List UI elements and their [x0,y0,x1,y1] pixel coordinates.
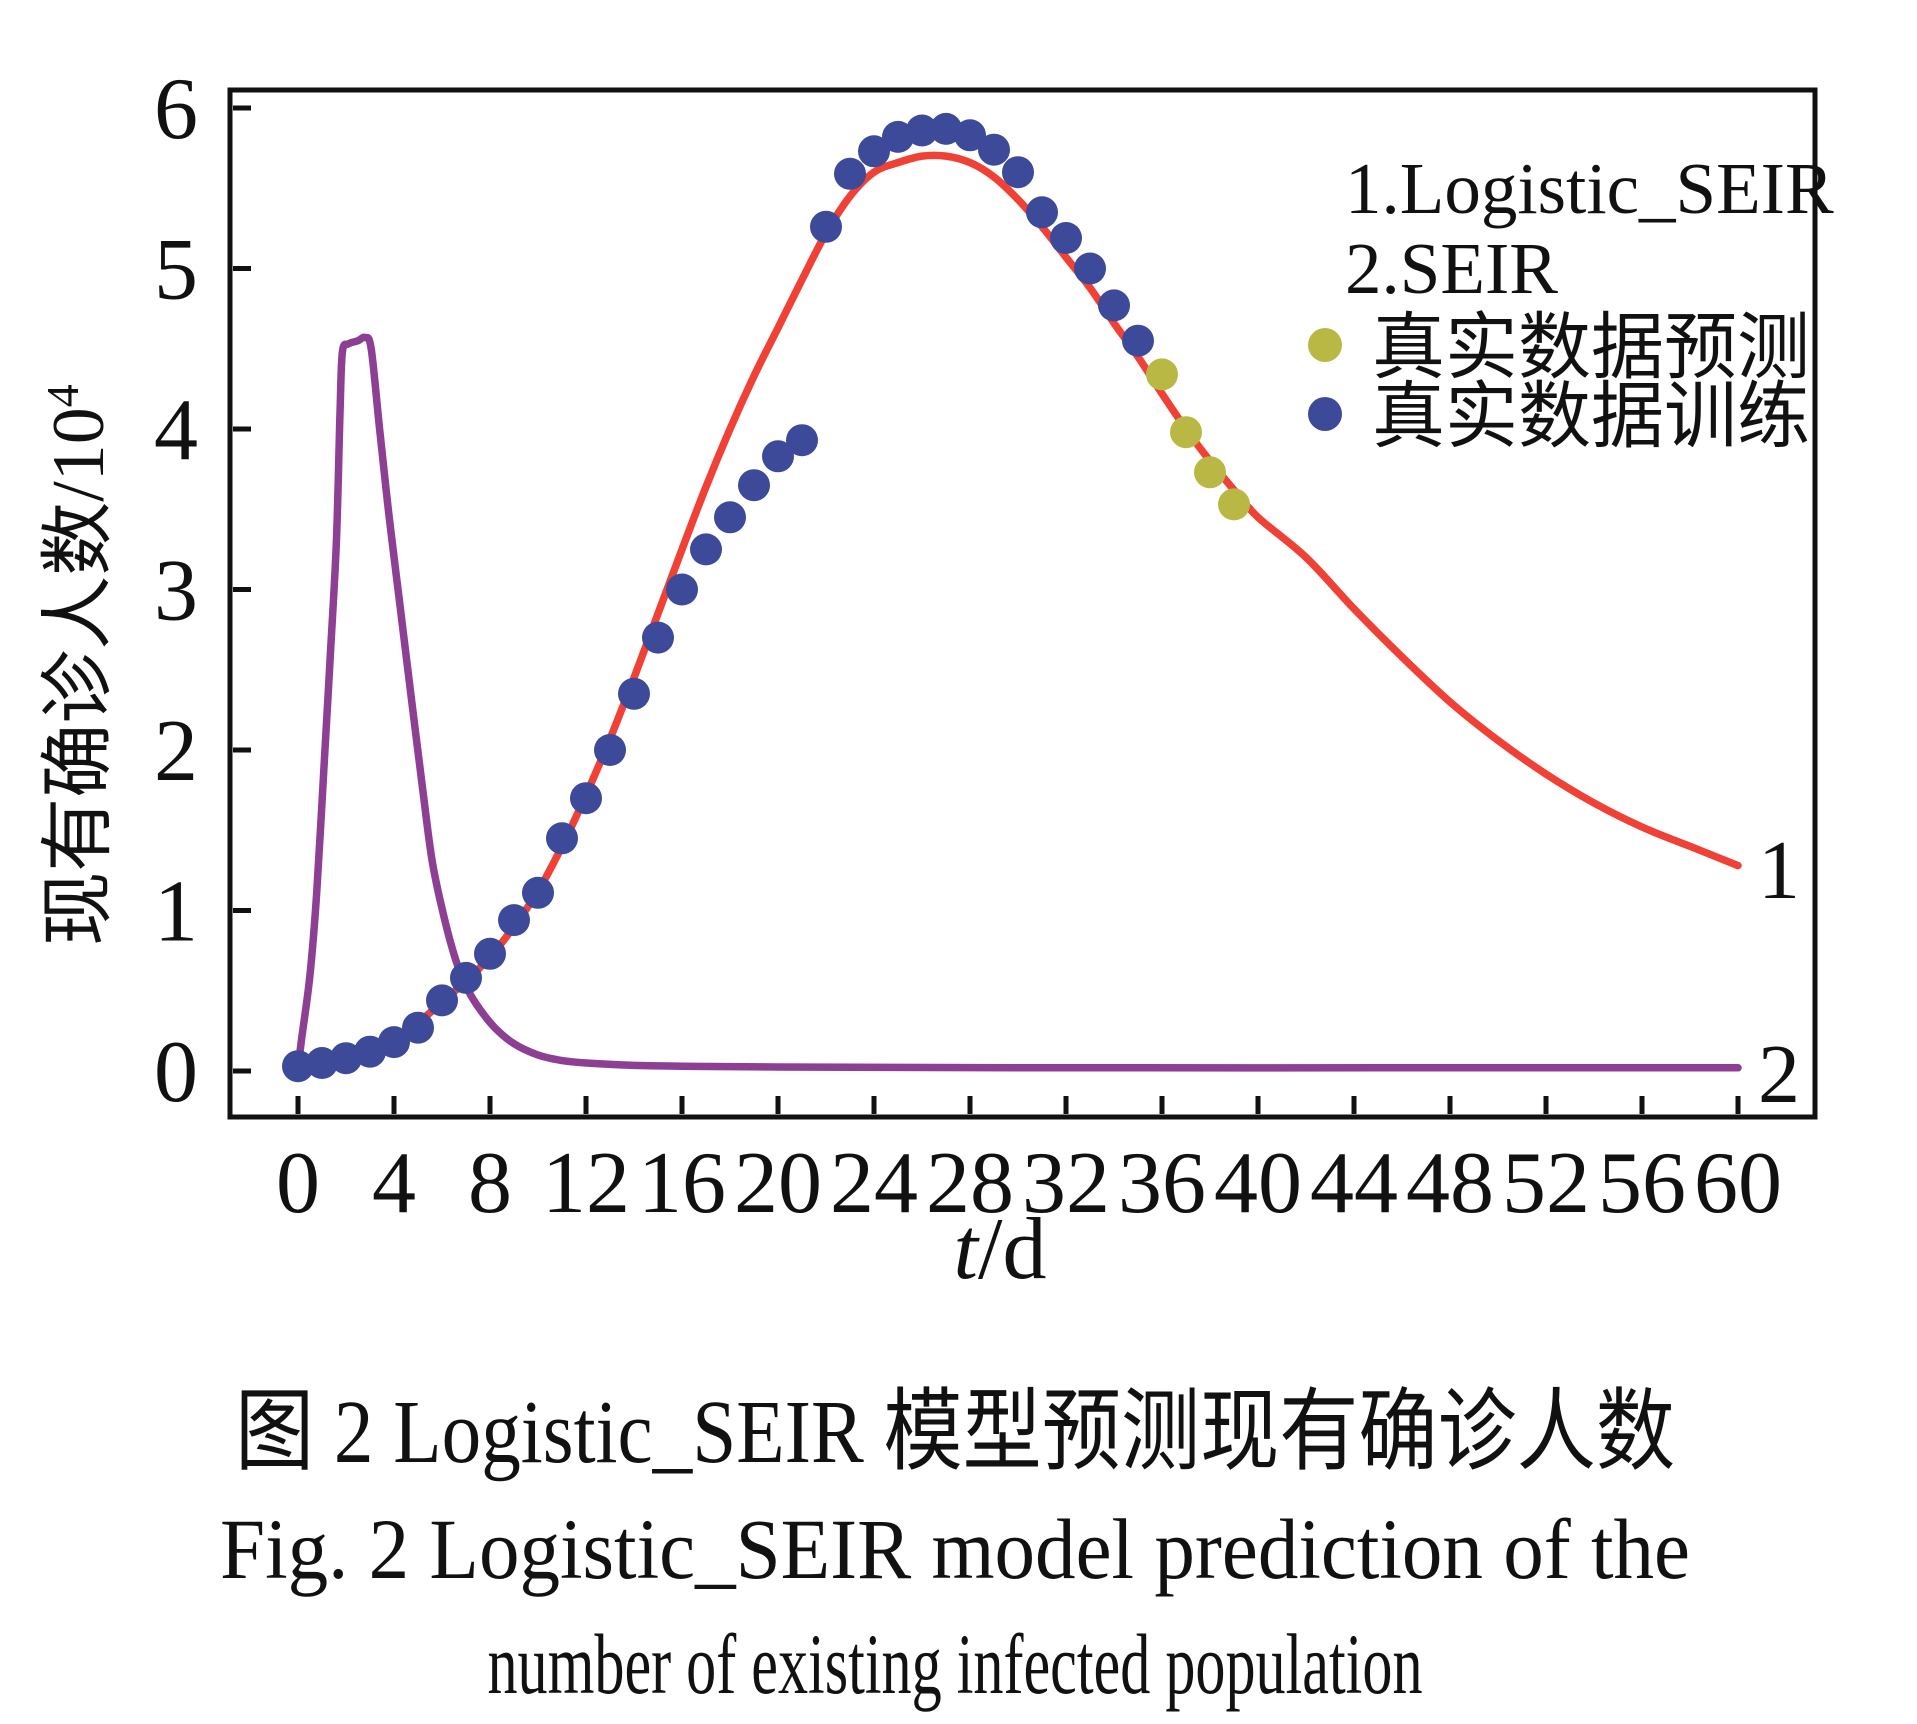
x-tick-label: 60 [1694,1135,1782,1232]
y-tick-label: 5 [154,222,198,319]
plot-border [227,87,1818,1120]
curve-label-seir: 2 [1758,1028,1800,1121]
y-tick-label: 2 [154,703,198,800]
training-dot [1074,252,1106,285]
training-dot [330,1042,362,1075]
training-dot [378,1026,410,1059]
x-tick-label: 16 [638,1135,726,1232]
training-dot [1002,156,1034,189]
x-tick-label: 48 [1406,1135,1494,1232]
legend-item-logistic-seir: 1.Logistic_SEIR [1345,148,1834,229]
curve-label-logistic-seir: 1 [1758,824,1800,917]
training-dot [1026,196,1058,229]
y-tick-label: 3 [154,543,198,640]
training-dot [738,469,770,502]
training-dot [474,937,506,970]
data-points [282,112,1250,1083]
training-dot [858,135,890,168]
training-dot [354,1035,386,1068]
y-tick-label: 1 [154,864,198,961]
training-dot [762,440,794,473]
training-dot [834,157,866,190]
x-tick-label: 20 [734,1135,822,1232]
prediction-dot [1146,358,1178,391]
x-tick-label: 12 [542,1135,630,1232]
y-tick-label: 6 [154,61,198,158]
seir-curve [294,333,1742,1072]
x-tick-label: 8 [468,1135,512,1232]
y-axis-title-main: 现有确诊人数/10 [38,407,120,946]
legend-item-seir: 2.SEIR [1345,228,1558,309]
training-dot [882,120,914,153]
legend: 1.Logistic_SEIR 2.SEIR 真实数据预测 真实数据训练 [1308,148,1834,457]
training-dot [906,114,938,147]
training-dot [498,904,530,937]
training-dot [618,677,650,710]
training-dot [930,112,962,145]
x-tick-label: 44 [1310,1135,1398,1232]
caption-english-line1: Fig. 2 Logistic_SEIR model prediction of… [220,1501,1690,1597]
training-dot [282,1050,314,1083]
prediction-dot [1170,416,1202,449]
training-dot [1098,289,1130,322]
y-tick-label: 0 [154,1024,198,1121]
training-dot [978,133,1010,166]
prediction-dot [1194,456,1226,489]
x-tick-label: 24 [830,1135,918,1232]
training-dot [450,961,482,994]
training-dot [402,1011,434,1044]
training-dot [522,876,554,909]
y-axis-title-superscript: 4 [37,384,88,407]
training-dot [546,822,578,855]
training-dot [666,573,698,606]
x-tick-label: 40 [1214,1135,1302,1232]
training-dot [426,984,458,1017]
x-tick-label: 32 [1022,1135,1110,1232]
x-axis-unit: /d [978,1201,1046,1298]
training-dot [714,501,746,534]
legend-item-training: 真实数据训练 [1372,376,1810,457]
training-dot [570,782,602,815]
legend-marker-prediction-dot [1308,328,1342,362]
x-tick-label: 28 [926,1135,1014,1232]
legend-item-prediction: 真实数据预测 [1372,307,1810,388]
training-dot [594,734,626,766]
training-dot [306,1047,338,1079]
y-axis-title: 现有确诊人数/104 [37,384,121,946]
training-dot [690,533,722,566]
x-tick-label: 0 [276,1135,320,1232]
training-dot [786,424,818,457]
x-axis-variable: t [954,1201,981,1298]
caption-chinese: 图 2 Logistic_SEIR 模型预测现有确诊人数 [235,1383,1675,1482]
x-tick-label: 4 [372,1135,416,1232]
training-dot [642,621,674,654]
training-dot [954,119,986,152]
prediction-dot [1218,488,1250,521]
training-dot [1050,222,1082,254]
training-dot [1122,324,1154,357]
x-tick-label: 36 [1118,1135,1206,1232]
y-tick-label: 4 [154,382,198,479]
x-tick-label: 56 [1598,1135,1686,1232]
caption-english-line2: number of existing infected population [488,1616,1423,1712]
x-axis-title: t/d [954,1201,1047,1298]
x-tick-label: 52 [1502,1135,1590,1232]
training-dot [810,210,842,243]
legend-marker-training-dot [1308,397,1342,431]
